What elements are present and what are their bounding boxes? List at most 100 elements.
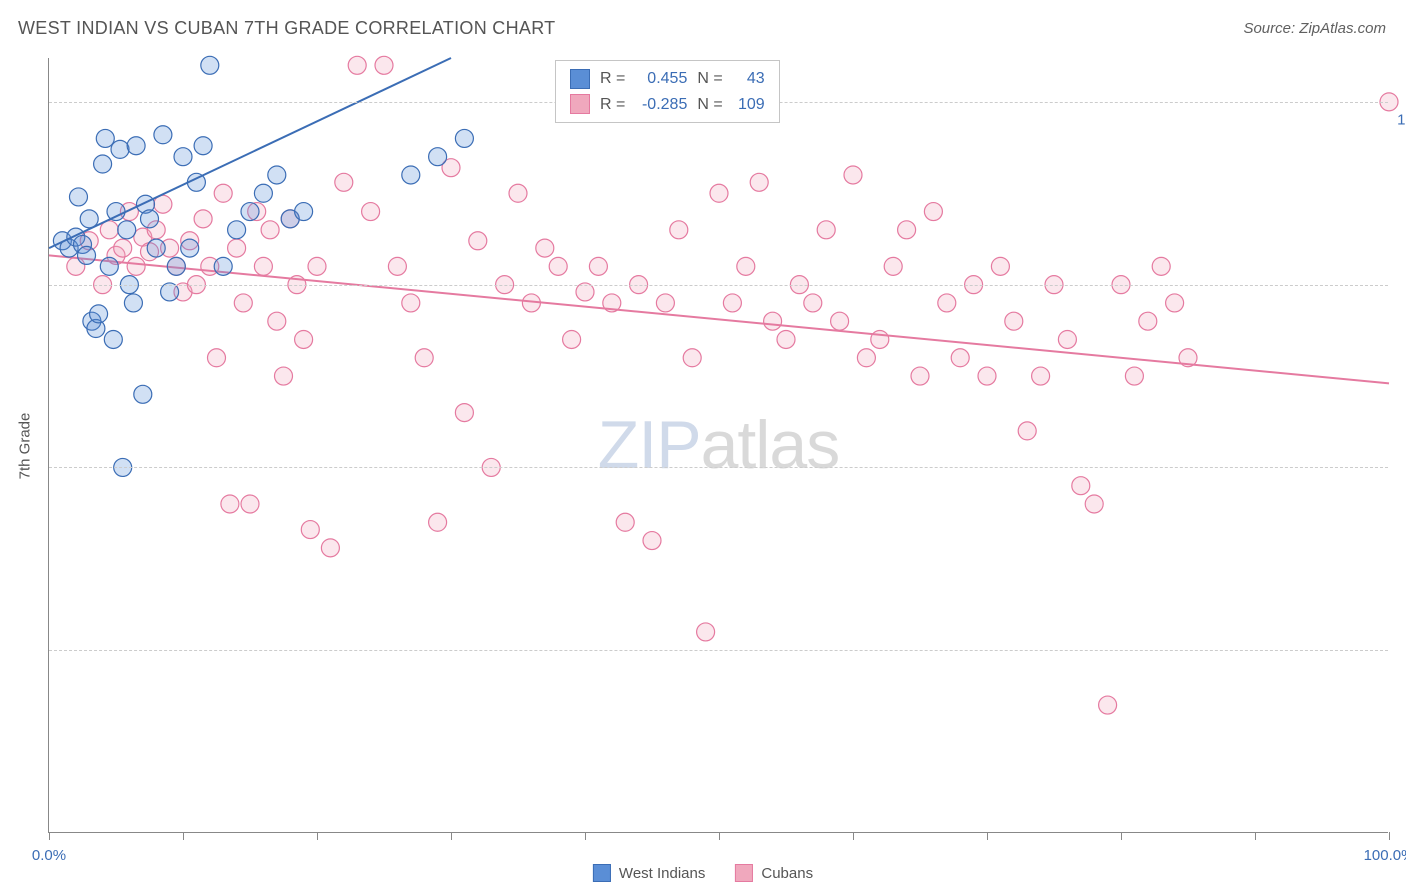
x-tick xyxy=(585,832,586,840)
legend-item-cubans: Cubans xyxy=(735,864,813,882)
scatter-point xyxy=(938,294,956,312)
scatter-point xyxy=(1005,312,1023,330)
scatter-point xyxy=(697,623,715,641)
scatter-point xyxy=(991,257,1009,275)
scatter-point xyxy=(402,294,420,312)
scatter-point xyxy=(107,203,125,221)
scatter-point xyxy=(455,129,473,147)
scatter-point xyxy=(804,294,822,312)
scatter-point xyxy=(100,257,118,275)
scatter-point xyxy=(134,385,152,403)
x-tick xyxy=(49,832,50,840)
scatter-point xyxy=(90,305,108,323)
scatter-point xyxy=(268,166,286,184)
scatter-point xyxy=(509,184,527,202)
scatter-point xyxy=(549,257,567,275)
scatter-point xyxy=(1032,367,1050,385)
scatter-point xyxy=(147,239,165,257)
grid-line xyxy=(49,650,1388,651)
scatter-point xyxy=(254,184,272,202)
stats-box: R = 0.455 N = 43 R = -0.285 N = 109 xyxy=(555,60,780,123)
chart-source: Source: ZipAtlas.com xyxy=(1243,20,1386,37)
scatter-point xyxy=(536,239,554,257)
scatter-point xyxy=(469,232,487,250)
scatter-point xyxy=(104,330,122,348)
scatter-point xyxy=(1166,294,1184,312)
grid-line xyxy=(49,467,1388,468)
scatter-point xyxy=(362,203,380,221)
x-tick xyxy=(1121,832,1122,840)
scatter-point xyxy=(737,257,755,275)
scatter-point xyxy=(884,257,902,275)
scatter-point xyxy=(1152,257,1170,275)
scatter-point xyxy=(1125,367,1143,385)
plot-svg xyxy=(49,58,1388,832)
scatter-point xyxy=(214,257,232,275)
scatter-point xyxy=(154,126,172,144)
x-tick xyxy=(1389,832,1390,840)
stats-swatch-cubans xyxy=(570,94,590,114)
scatter-point xyxy=(670,221,688,239)
scatter-point xyxy=(241,203,259,221)
scatter-point xyxy=(857,349,875,367)
x-tick-label: 0.0% xyxy=(32,847,66,864)
scatter-point xyxy=(111,140,129,158)
scatter-point xyxy=(375,56,393,74)
y-tick-label: 100.0% xyxy=(1393,111,1406,128)
stats-n-value-cubans: 109 xyxy=(733,92,765,118)
scatter-point xyxy=(141,210,159,228)
scatter-point xyxy=(167,257,185,275)
scatter-point xyxy=(174,148,192,166)
chart-title: WEST INDIAN VS CUBAN 7TH GRADE CORRELATI… xyxy=(18,18,555,39)
scatter-point xyxy=(723,294,741,312)
legend-swatch-west-indians xyxy=(593,864,611,882)
scatter-point xyxy=(181,239,199,257)
scatter-point xyxy=(1058,330,1076,348)
scatter-point xyxy=(643,532,661,550)
y-tick-label: 95.0% xyxy=(1393,294,1406,311)
scatter-point xyxy=(254,257,272,275)
y-tick-label: 85.0% xyxy=(1393,660,1406,677)
x-tick xyxy=(317,832,318,840)
legend-label-west-indians: West Indians xyxy=(619,865,705,882)
scatter-point xyxy=(429,513,447,531)
scatter-point xyxy=(750,173,768,191)
scatter-point xyxy=(388,257,406,275)
x-tick xyxy=(853,832,854,840)
scatter-point xyxy=(951,349,969,367)
scatter-point xyxy=(1018,422,1036,440)
scatter-point xyxy=(127,257,145,275)
scatter-point xyxy=(844,166,862,184)
chart-container: WEST INDIAN VS CUBAN 7TH GRADE CORRELATI… xyxy=(0,0,1406,892)
scatter-point xyxy=(1139,312,1157,330)
scatter-point xyxy=(402,166,420,184)
stats-n-label: N = xyxy=(697,92,722,118)
x-tick xyxy=(987,832,988,840)
stats-n-label: N = xyxy=(697,66,722,92)
stats-r-value-cubans: -0.285 xyxy=(635,92,687,118)
scatter-point xyxy=(301,521,319,539)
stats-row-cubans: R = -0.285 N = 109 xyxy=(570,92,765,118)
scatter-point xyxy=(978,367,996,385)
scatter-point xyxy=(69,188,87,206)
scatter-point xyxy=(348,56,366,74)
grid-line xyxy=(49,285,1388,286)
scatter-point xyxy=(201,56,219,74)
scatter-point xyxy=(78,246,96,264)
scatter-point xyxy=(777,330,795,348)
x-tick xyxy=(1255,832,1256,840)
scatter-point xyxy=(710,184,728,202)
scatter-point xyxy=(94,155,112,173)
trend-line xyxy=(49,255,1389,383)
legend-label-cubans: Cubans xyxy=(761,865,813,882)
scatter-point xyxy=(321,539,339,557)
scatter-point xyxy=(616,513,634,531)
scatter-point xyxy=(127,137,145,155)
stats-r-label: R = xyxy=(600,92,625,118)
scatter-point xyxy=(241,495,259,513)
scatter-point xyxy=(228,239,246,257)
scatter-point xyxy=(415,349,433,367)
scatter-point xyxy=(576,283,594,301)
legend-item-west-indians: West Indians xyxy=(593,864,705,882)
scatter-point xyxy=(1085,495,1103,513)
